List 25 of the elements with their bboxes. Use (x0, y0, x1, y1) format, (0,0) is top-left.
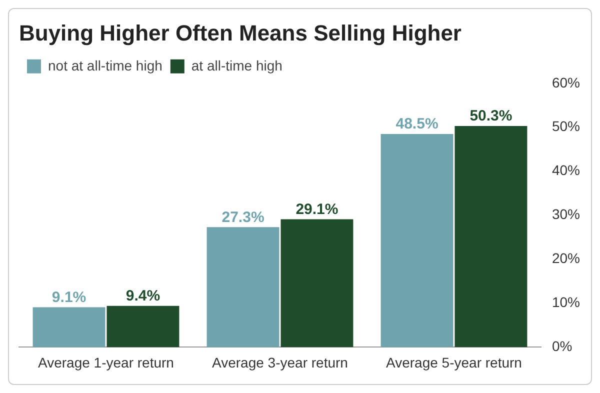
bar (280, 219, 354, 348)
data-label: 9.1% (52, 288, 86, 306)
legend-label: not at all-time high (48, 57, 162, 74)
legend-label: at all-time high (191, 57, 282, 74)
bar (380, 134, 454, 348)
data-label: 27.3% (222, 208, 264, 226)
y-tick-label: 60% (552, 74, 580, 90)
bar (32, 307, 106, 348)
y-tick-label: 20% (552, 250, 580, 266)
y-tick-label: 50% (552, 118, 580, 134)
data-label: 29.1% (296, 200, 338, 218)
chart-title: Buying Higher Often Means Selling Higher (19, 20, 462, 46)
bar (206, 227, 280, 348)
y-tick-label: 30% (552, 206, 580, 222)
x-tick-label: Average 5-year return (386, 354, 522, 370)
y-tick-label: 10% (552, 294, 580, 310)
data-label: 50.3% (470, 108, 512, 125)
data-label: 48.5% (396, 116, 438, 133)
x-tick-label: Average 3-year return (212, 354, 348, 370)
y-tick-label: 0% (552, 338, 572, 354)
y-tick-label: 40% (552, 162, 580, 178)
bar (106, 306, 180, 348)
x-tick-label: Average 1-year return (38, 354, 174, 370)
data-label: 9.4% (126, 288, 160, 305)
bar (454, 126, 528, 348)
